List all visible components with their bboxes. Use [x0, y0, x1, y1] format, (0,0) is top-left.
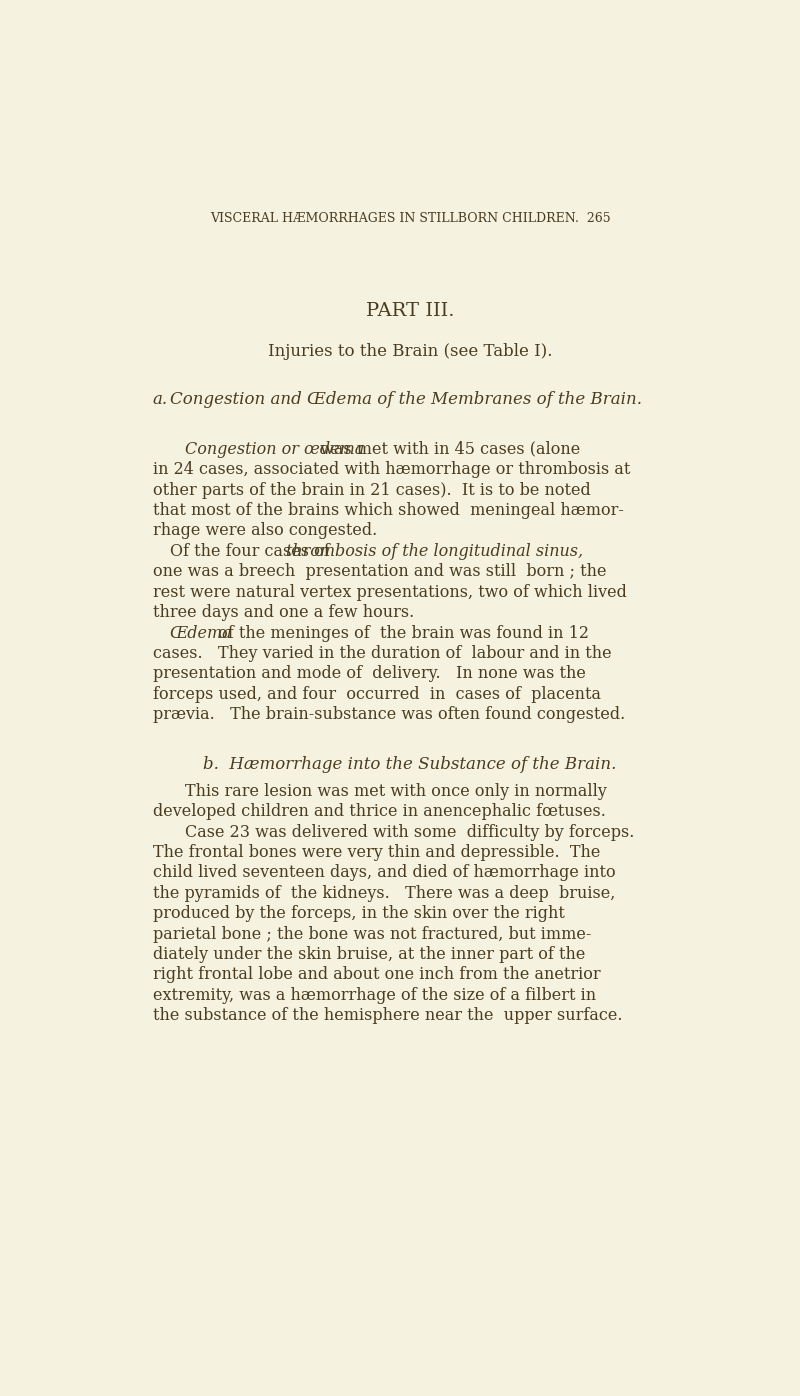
Text: extremity, was a hæmorrhage of the size of a filbert in: extremity, was a hæmorrhage of the size …: [153, 987, 596, 1004]
Text: forceps used, and four  occurred  in  cases of  placenta: forceps used, and four occurred in cases…: [153, 685, 601, 702]
Text: the pyramids of  the kidneys.   There was a deep  bruise,: the pyramids of the kidneys. There was a…: [153, 885, 615, 902]
Text: the substance of the hemisphere near the  upper surface.: the substance of the hemisphere near the…: [153, 1007, 622, 1025]
Text: was met with in 45 cases (alone: was met with in 45 cases (alone: [315, 441, 581, 458]
Text: Case 23 was delivered with some  difficulty by forceps.: Case 23 was delivered with some difficul…: [186, 824, 634, 840]
Text: PART III.: PART III.: [366, 303, 454, 320]
Text: Congestion or œdema: Congestion or œdema: [186, 441, 365, 458]
Text: developed children and thrice in anencephalic fœtuses.: developed children and thrice in anencep…: [153, 803, 606, 821]
Text: other parts of the brain in 21 cases).  It is to be noted: other parts of the brain in 21 cases). I…: [153, 482, 590, 498]
Text: one was a breech  presentation and was still  born ; the: one was a breech presentation and was st…: [153, 564, 606, 581]
Text: Œdema: Œdema: [170, 624, 232, 642]
Text: that most of the brains which showed  meningeal hæmor-: that most of the brains which showed men…: [153, 503, 623, 519]
Text: produced by the forceps, in the skin over the right: produced by the forceps, in the skin ove…: [153, 905, 565, 923]
Text: child lived seventeen days, and died of hæmorrhage into: child lived seventeen days, and died of …: [153, 864, 615, 881]
Text: parietal bone ; the bone was not fractured, but imme-: parietal bone ; the bone was not fractur…: [153, 926, 591, 942]
Text: cases.   They varied in the duration of  labour and in the: cases. They varied in the duration of la…: [153, 645, 611, 662]
Text: diately under the skin bruise, at the inner part of the: diately under the skin bruise, at the in…: [153, 946, 585, 963]
Text: rhage were also congested.: rhage were also congested.: [153, 522, 377, 539]
Text: This rare lesion was met with once only in normally: This rare lesion was met with once only …: [186, 783, 607, 800]
Text: b.  Hæmorrhage into the Substance of the Brain.: b. Hæmorrhage into the Substance of the …: [203, 755, 617, 773]
Text: presentation and mode of  delivery.   In none was the: presentation and mode of delivery. In no…: [153, 666, 586, 683]
Text: prævia.   The brain-substance was often found congested.: prævia. The brain-substance was often fo…: [153, 706, 625, 723]
Text: right frontal lobe and about one inch from the anetrior: right frontal lobe and about one inch fr…: [153, 966, 600, 983]
Text: The frontal bones were very thin and depressible.  The: The frontal bones were very thin and dep…: [153, 845, 600, 861]
Text: rest were natural vertex presentations, two of which lived: rest were natural vertex presentations, …: [153, 584, 626, 600]
Text: Congestion and Œdema of the Membranes of the Brain.: Congestion and Œdema of the Membranes of…: [170, 391, 642, 408]
Text: three days and one a few hours.: three days and one a few hours.: [153, 604, 414, 621]
Text: thrombosis of the longitudinal sinus,: thrombosis of the longitudinal sinus,: [286, 543, 583, 560]
Text: Of the four cases of: Of the four cases of: [170, 543, 334, 560]
Text: in 24 cases, associated with hæmorrhage or thrombosis at: in 24 cases, associated with hæmorrhage …: [153, 461, 630, 479]
Text: of the meninges of  the brain was found in 12: of the meninges of the brain was found i…: [213, 624, 589, 642]
Text: VISCERAL HÆMORRHAGES IN STILLBORN CHILDREN.  265: VISCERAL HÆMORRHAGES IN STILLBORN CHILDR…: [210, 212, 610, 225]
Text: a.: a.: [153, 391, 168, 408]
Text: Injuries to the Brain (see Table I).: Injuries to the Brain (see Table I).: [268, 343, 552, 360]
